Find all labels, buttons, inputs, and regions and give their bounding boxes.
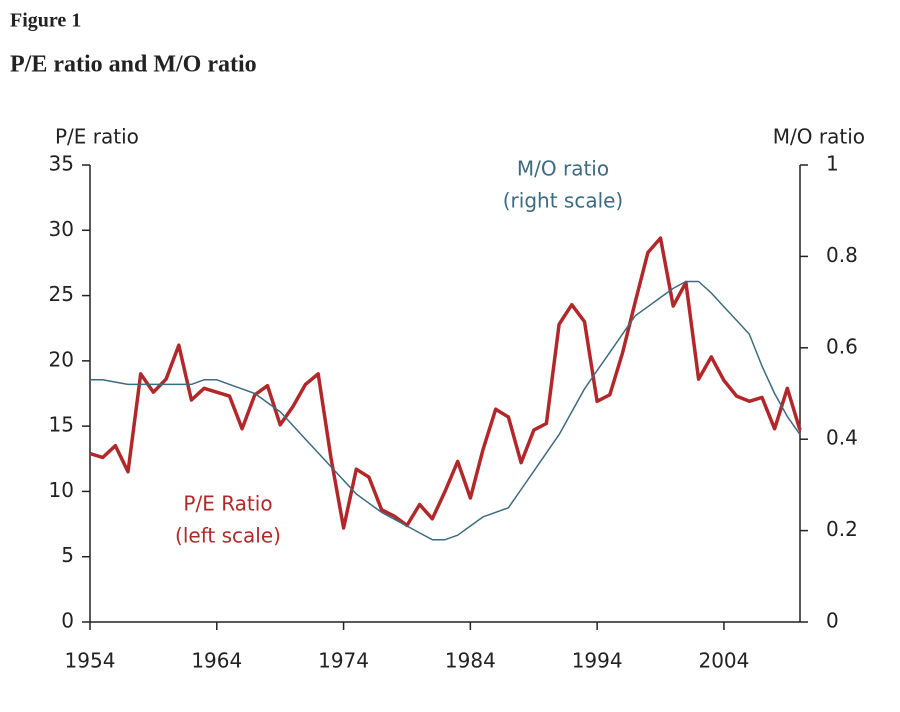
x-tick-label: 1964 (191, 649, 242, 673)
y-tick-label: 5 (61, 543, 74, 567)
y2-tick-label: 0 (826, 609, 839, 633)
series-annotation: M/O ratio (517, 157, 609, 181)
y-tick-label: 30 (49, 217, 74, 241)
x-tick-label: 1954 (65, 649, 116, 673)
chart-title: Figure 1 (10, 10, 81, 32)
y2-tick-label: 0.8 (826, 243, 858, 267)
y2-tick-label: 0.2 (826, 517, 858, 541)
y-tick-label: 0 (61, 609, 74, 633)
series-line (89, 236, 802, 530)
series-annotation: P/E Ratio (183, 492, 272, 516)
y2-tick-label: 1 (826, 152, 839, 176)
y-tick-label: 20 (49, 347, 74, 371)
x-tick-label: 1974 (318, 649, 369, 673)
y-tick-label: 15 (49, 413, 74, 437)
y-tick-label: 25 (49, 282, 74, 306)
series-annotation: (right scale) (503, 189, 624, 213)
x-tick-label: 1984 (445, 649, 496, 673)
series-line (90, 280, 801, 541)
y2-axis-label: M/O ratio (773, 125, 865, 149)
y2-tick-label: 0.6 (826, 334, 858, 358)
y-tick-label: 10 (49, 478, 74, 502)
series-annotation: (left scale) (175, 524, 281, 548)
x-tick-label: 2004 (698, 649, 749, 673)
x-tick-label: 1994 (572, 649, 623, 673)
y-tick-label: 35 (49, 152, 74, 176)
y2-tick-label: 0.4 (826, 426, 858, 450)
chart-subtitle: P/E ratio and M/O ratio (10, 52, 257, 78)
y-axis-label: P/E ratio (55, 125, 139, 149)
